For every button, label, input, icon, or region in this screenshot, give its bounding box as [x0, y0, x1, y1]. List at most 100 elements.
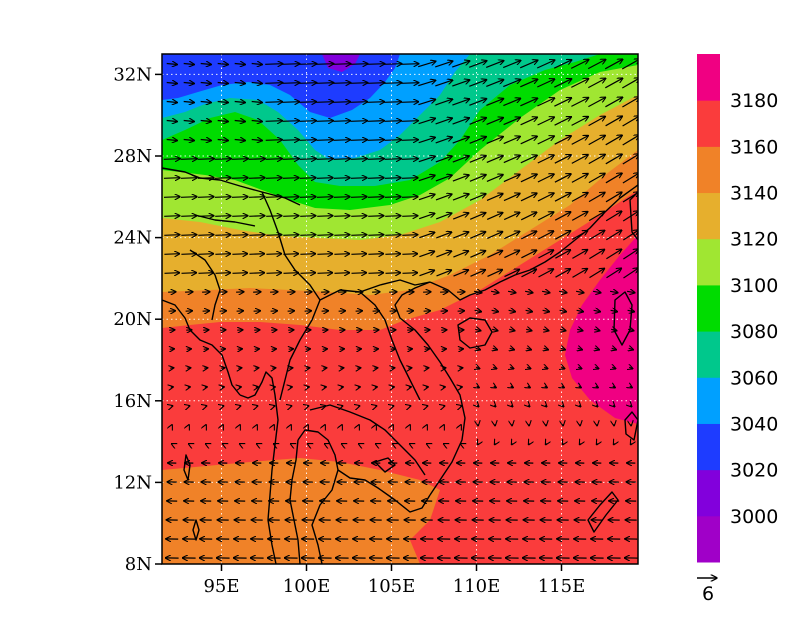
wind-vector-584	[580, 443, 581, 444]
wind-vector-322	[402, 273, 418, 274]
wind-vector-27	[621, 59, 638, 70]
wind-vector-270	[470, 232, 485, 239]
wind-vector-9	[316, 64, 334, 65]
wind-vector-223	[622, 192, 638, 203]
wind-vector-277	[588, 230, 604, 241]
wind-vector-110	[605, 116, 623, 127]
wind-vector-31	[217, 83, 229, 84]
wind-vector-165	[588, 154, 605, 165]
wind-vector-14	[401, 64, 419, 65]
wind-vector-100	[435, 118, 453, 125]
x-tick-label: 100E	[283, 576, 331, 597]
wind-vector-36	[299, 83, 316, 84]
colorbar-label: 3120	[730, 229, 778, 251]
wind-vector-254	[198, 235, 213, 236]
wind-vector-230	[266, 216, 282, 217]
wind-vector-106	[537, 117, 555, 126]
wind-vector-130	[469, 137, 487, 144]
wind-vector-310	[198, 273, 214, 274]
wind-vector-38	[333, 83, 350, 84]
wind-vector-529	[596, 405, 597, 406]
wind-vector-446	[612, 348, 617, 349]
wind-vector-384	[508, 310, 516, 311]
wind-vector-362	[609, 291, 618, 292]
wind-vector-178	[333, 178, 350, 179]
wind-vector-335	[623, 268, 638, 279]
wind-vector-141	[180, 159, 197, 160]
wind-vector-81	[588, 97, 605, 108]
wind-vector-442	[544, 348, 549, 349]
y-tick-label: 8N	[125, 554, 152, 575]
wind-vector-98	[401, 121, 419, 122]
wind-vector-89	[251, 121, 263, 122]
wind-vector-195	[622, 173, 638, 184]
island-hainan	[457, 317, 493, 349]
wind-vector-97	[384, 121, 402, 122]
wind-vector-324	[436, 270, 452, 277]
wind-vector-82	[605, 97, 622, 108]
wind-vector-138	[605, 135, 623, 146]
wind-vector-157	[452, 156, 469, 163]
wind-vector-320	[368, 273, 384, 274]
wind-vector-221	[588, 192, 605, 203]
wind-vector-153	[384, 159, 401, 160]
wind-vector-311	[215, 273, 231, 274]
coastline-bay-of-bengal-west	[162, 299, 241, 396]
wind-vector-0	[166, 64, 178, 65]
wind-vector-244	[503, 212, 520, 221]
wind-vector-168	[163, 178, 180, 179]
wind-vector-105	[520, 117, 538, 126]
wind-vector-288	[300, 254, 315, 255]
wind-vector-300	[504, 250, 519, 259]
wind-vector-191	[554, 174, 571, 183]
wind-vector-280	[164, 254, 179, 255]
wind-vector-152	[367, 159, 384, 160]
border-thailand-cambodia	[309, 404, 426, 476]
wind-vector-227	[215, 216, 231, 217]
wind-vector-17	[452, 61, 470, 68]
wind-vector-361	[592, 291, 601, 292]
wind-vector-325	[453, 270, 469, 277]
wind-vector-186	[469, 175, 486, 182]
wind-vector-387	[559, 310, 567, 311]
colorbar-label: 3140	[730, 183, 778, 205]
wind-vector-208	[367, 197, 384, 198]
wind-vector-289	[317, 254, 332, 255]
wind-vector-240	[435, 213, 452, 220]
wind-vector-390	[610, 310, 618, 311]
wind-vector-259	[283, 235, 298, 236]
wind-vector-438	[476, 348, 481, 349]
wind-vector-316	[300, 273, 316, 274]
wind-vector-531	[630, 405, 631, 406]
wind-vector-26	[604, 59, 623, 70]
wind-vector-119	[282, 140, 300, 141]
plot-frame	[161, 53, 639, 565]
wind-vector-151	[350, 159, 367, 160]
wind-vector-303	[555, 250, 570, 259]
wind-vector-466	[476, 367, 480, 368]
wind-vector-274	[538, 231, 553, 240]
wind-vector-123	[350, 140, 368, 141]
wind-vector-127	[418, 137, 436, 144]
wind-vector-383	[491, 310, 499, 311]
wind-vector-292	[368, 254, 383, 255]
wind-vector-109	[588, 116, 606, 127]
wind-vector-28	[166, 83, 178, 84]
wind-vector-88	[234, 121, 246, 122]
wind-vector-134	[537, 136, 555, 145]
wind-vector-262	[334, 235, 349, 236]
wind-vector-76	[503, 98, 520, 107]
wind-vector-159	[486, 156, 503, 163]
y-tick-label: 24N	[113, 228, 152, 249]
wind-vector-285	[249, 254, 264, 255]
wind-vector-385	[525, 310, 533, 311]
wind-vector-184	[435, 175, 452, 182]
wind-vector-214	[469, 194, 486, 201]
wind-vector-62	[265, 102, 282, 103]
wind-vector-475	[629, 367, 633, 368]
reference-vector: 6	[697, 578, 717, 605]
wind-vector-440	[510, 348, 515, 349]
wind-vector-56	[166, 102, 178, 103]
wind-vector-357	[524, 291, 533, 292]
